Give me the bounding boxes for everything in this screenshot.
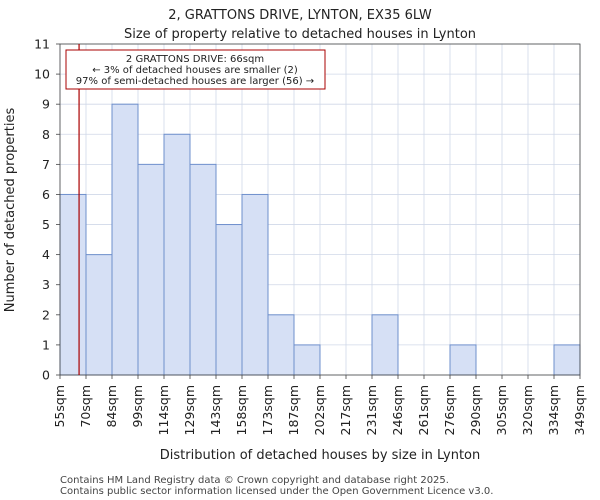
xtick-label-143sqm: 143sqm	[208, 385, 223, 435]
ytick-label-1: 1	[42, 337, 50, 352]
footer-line-1: Contains HM Land Registry data © Crown c…	[60, 475, 449, 486]
bar-143sqm	[215, 224, 243, 376]
ytick-label-6: 6	[42, 187, 50, 202]
bar-99sqm	[137, 163, 165, 376]
x-axis-label: Distribution of detached houses by size …	[160, 448, 481, 463]
xtick-label-290sqm: 290sqm	[468, 385, 483, 435]
xtick-label-173sqm: 173sqm	[260, 385, 275, 435]
bar-187sqm	[293, 344, 321, 376]
x-ticks: 55sqm 70sqm 84sqm 99sqm 114sqm 129sqm 143sqm 15…	[52, 375, 587, 435]
bar-84sqm	[111, 103, 139, 376]
annotation-rect	[65, 49, 326, 90]
ytick-label-10: 10	[34, 67, 50, 82]
ytick-label-4: 4	[42, 247, 50, 262]
bars	[59, 103, 581, 376]
ytick-label-5: 5	[42, 217, 50, 232]
xtick-label-158sqm: 158sqm	[234, 385, 249, 435]
bar-114sqm	[163, 133, 191, 376]
chart-subtitle: Size of property relative to detached ho…	[124, 27, 476, 42]
xtick-label-320sqm: 320sqm	[520, 385, 535, 435]
annotation-line-2: ← 3% of detached houses are smaller (2)	[92, 65, 298, 76]
annotation-line-3: 97% of semi-detached houses are larger (…	[76, 76, 314, 87]
y-ticks: 0 1 2 3 4 5 6 7 8 9 10 11	[34, 37, 60, 383]
bar-158sqm	[241, 193, 269, 376]
xtick-label-70sqm: 70sqm	[78, 385, 93, 428]
bar-173sqm	[267, 314, 295, 376]
xtick-label-114sqm: 114sqm	[156, 385, 171, 435]
xtick-label-261sqm: 261sqm	[416, 385, 431, 435]
bar-276sqm	[449, 344, 477, 376]
xtick-label-129sqm: 129sqm	[182, 385, 197, 435]
ytick-label-9: 9	[42, 97, 50, 112]
xtick-label-305sqm: 305sqm	[494, 385, 509, 435]
bar-334sqm	[553, 344, 581, 376]
annotation-line-1: 2 GRATTONS DRIVE: 66sqm	[126, 54, 264, 65]
annotation-box: 2 GRATTONS DRIVE: 66sqm ← 3% of detached…	[65, 49, 326, 90]
xtick-label-334sqm: 334sqm	[546, 385, 561, 435]
xtick-label-99sqm: 99sqm	[130, 385, 145, 428]
ytick-label-3: 3	[42, 277, 50, 292]
bar-55sqm	[59, 193, 87, 376]
chart-title: 2, GRATTONS DRIVE, LYNTON, EX35 6LW	[168, 8, 432, 23]
y-axis-label: Number of detached properties	[3, 108, 18, 313]
xtick-label-217sqm: 217sqm	[338, 385, 353, 435]
ytick-label-11: 11	[34, 37, 50, 52]
bar-231sqm	[371, 314, 399, 376]
xtick-label-187sqm: 187sqm	[286, 385, 301, 435]
ytick-label-0: 0	[42, 368, 50, 383]
xtick-label-55sqm: 55sqm	[52, 385, 67, 428]
bar-129sqm	[189, 163, 217, 376]
ytick-label-7: 7	[42, 157, 50, 172]
xtick-label-84sqm: 84sqm	[104, 385, 119, 428]
xtick-label-276sqm: 276sqm	[442, 385, 457, 435]
xtick-label-246sqm: 246sqm	[390, 385, 405, 435]
footer-line-2: Contains public sector information licen…	[60, 486, 493, 497]
bar-70sqm	[85, 254, 113, 376]
xtick-label-231sqm: 231sqm	[364, 385, 379, 435]
ytick-label-8: 8	[42, 127, 50, 142]
xtick-label-349sqm: 349sqm	[572, 385, 587, 435]
xtick-label-202sqm: 202sqm	[312, 385, 327, 435]
ytick-label-2: 2	[42, 307, 50, 322]
